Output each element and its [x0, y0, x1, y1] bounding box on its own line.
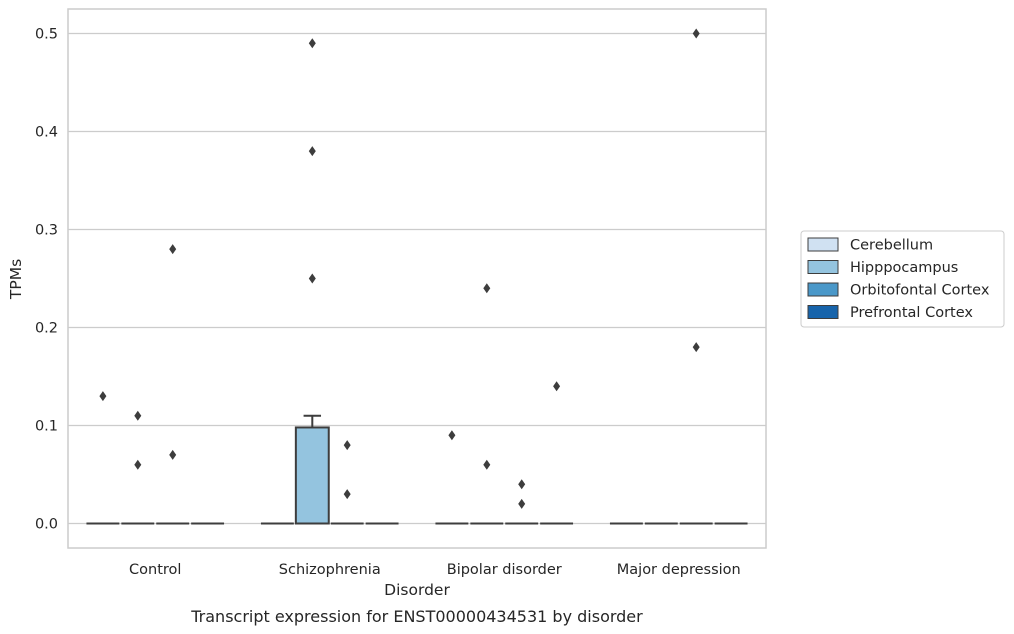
x-tick-label: Major depression: [617, 562, 741, 578]
box: [294, 426, 330, 525]
outlier-point: [483, 459, 491, 470]
outlier-point: [134, 410, 142, 421]
outlier-point: [308, 273, 316, 284]
outlier-point: [169, 449, 177, 460]
plot-frame: [67, 8, 767, 549]
outlier-point: [692, 28, 700, 39]
outlier-point: [343, 489, 351, 500]
figure-caption: Transcript expression for ENST0000043453…: [190, 607, 643, 626]
legend-label: Cerebellum: [850, 238, 933, 254]
y-tick-label: 0.3: [35, 223, 58, 239]
y-tick-label: 0.4: [35, 125, 58, 141]
y-tick-labels: 0.0 0.1 0.2 0.3 0.4 0.5: [35, 27, 58, 533]
outlier-point: [553, 381, 561, 392]
outlier-point: [692, 342, 700, 353]
legend-label: Orbitofontal Cortex: [850, 283, 990, 299]
legend-frame: [800, 230, 1005, 328]
x-tick-label: Bipolar disorder: [447, 562, 562, 578]
y-tick-label: 0.5: [35, 27, 58, 43]
y-tick-label: 0.0: [35, 517, 58, 533]
legend-label: Hipppocampus: [850, 260, 958, 276]
y-tick-label: 0.1: [35, 419, 58, 435]
outlier-point: [134, 459, 142, 470]
outlier-point: [308, 146, 316, 157]
outlier-point: [99, 391, 107, 402]
outlier-points: [99, 28, 700, 509]
y-axis-label: TPMs: [7, 259, 25, 300]
outlier-point: [343, 440, 351, 451]
legend-swatch: [807, 237, 839, 252]
box-series: [86, 414, 748, 525]
legend-label: Prefrontal Cortex: [850, 305, 973, 321]
legend-swatch: [807, 282, 839, 297]
x-tick-label: Schizophrenia: [279, 562, 381, 578]
outlier-point: [169, 244, 177, 255]
outlier-point: [518, 498, 526, 509]
outlier-point: [483, 283, 491, 294]
x-axis-label: Disorder: [384, 581, 450, 599]
y-tick-label: 0.2: [35, 321, 58, 337]
legend-swatch: [807, 260, 839, 274]
legend-swatch: [807, 305, 839, 319]
outlier-point: [448, 430, 456, 441]
x-tick-label: Control: [129, 562, 181, 578]
legend: Cerebellum Hipppocampus Orbitofontal Corte…: [800, 230, 1005, 328]
outlier-point: [518, 479, 526, 490]
outlier-point: [308, 38, 316, 49]
x-tick-labels: Control Schizophrenia Bipolar disorder Majo…: [129, 562, 741, 578]
